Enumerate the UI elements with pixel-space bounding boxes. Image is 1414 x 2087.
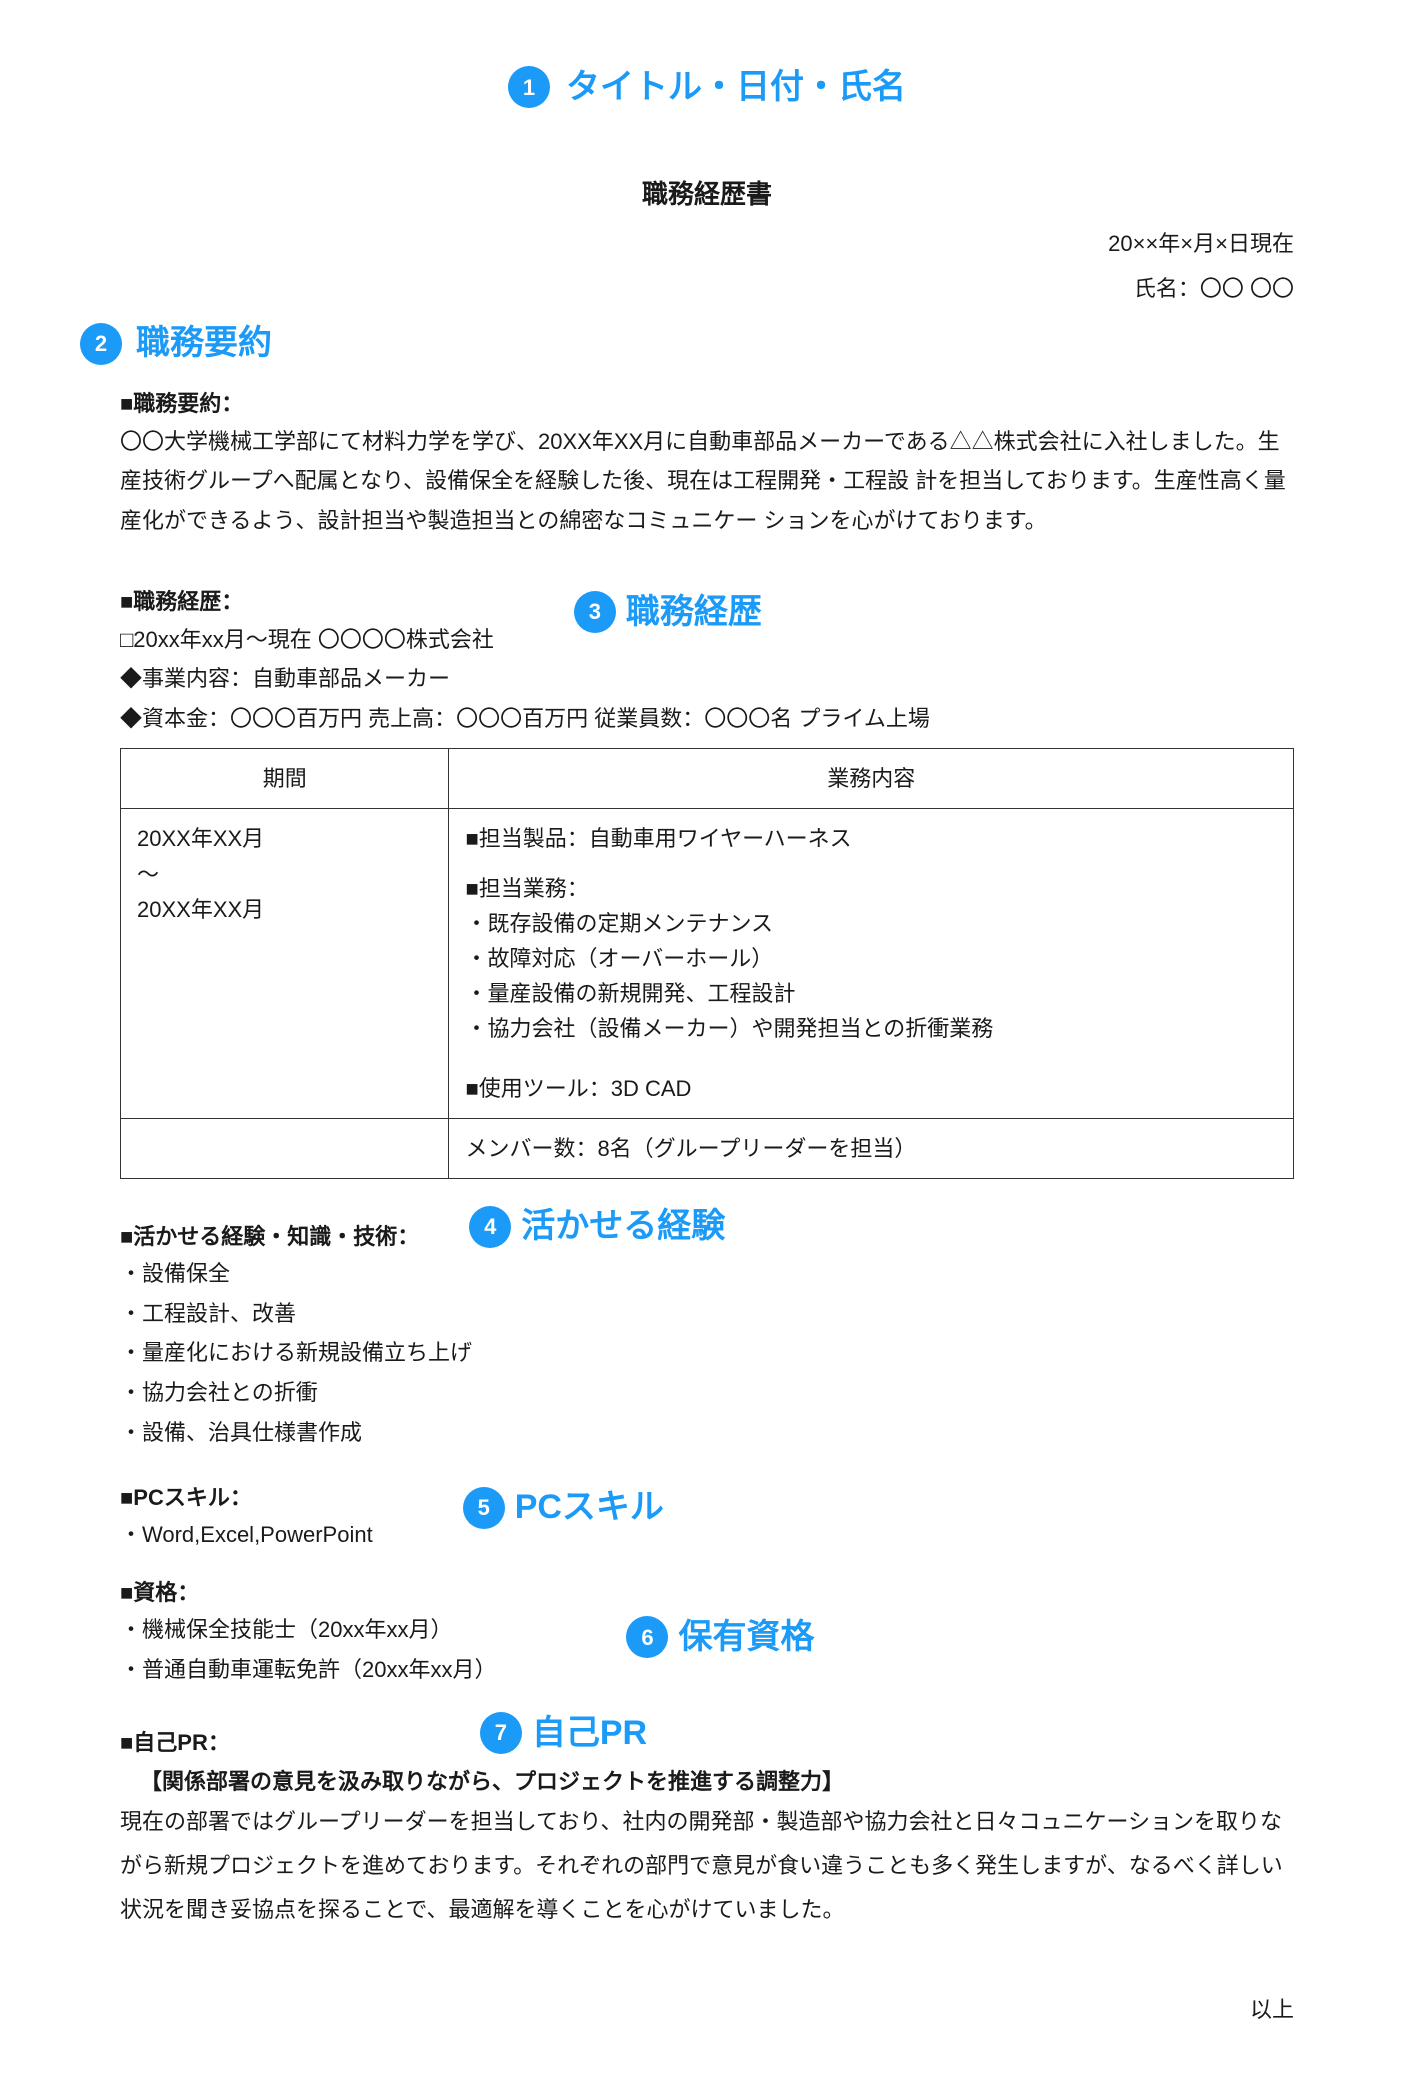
badge-1: 1: [508, 66, 550, 108]
summary-text: 〇〇大学機械工学部にて材料力学を学び、20XX年XX月に自動車部品メーカーである…: [120, 422, 1294, 541]
pc-heading: ■PCスキル：: [120, 1480, 373, 1515]
annotation-4-label: 活かせる経験: [521, 1199, 725, 1253]
table-period-cell: 20XX年XX月 〜 20XX年XX月: [121, 809, 449, 1118]
annotation-2-header: 2 職務要約: [80, 316, 272, 370]
summary-heading: ■職務要約：: [120, 386, 1294, 421]
document-name: 氏名：〇〇 〇〇: [120, 271, 1294, 306]
table-header-period: 期間: [121, 749, 449, 809]
history-heading: ■職務経歴：: [120, 584, 494, 619]
document-title: 職務経歴書: [120, 174, 1294, 216]
badge-6: 6: [626, 1616, 668, 1658]
annotation-3-label: 職務経歴: [626, 585, 762, 639]
experience-heading: ■活かせる経験・知識・技術：: [120, 1219, 419, 1254]
pr-subtitle: 【関係部署の意見を汲み取りながら、プロジェクトを推進する調整力】: [120, 1764, 1294, 1799]
history-business: ◆事業内容：自動車部品メーカー: [120, 659, 1294, 699]
history-table: 期間 業務内容 20XX年XX月 〜 20XX年XX月 ■担当製品：自動車用ワイ…: [120, 748, 1294, 1179]
history-company: □20xx年xx月〜現在 〇〇〇〇株式会社: [120, 620, 494, 660]
tools-heading: ■使用ツール：3D CAD: [465, 1071, 1277, 1106]
table-content-cell: ■担当製品：自動車用ワイヤーハーネス ■担当業務： ・既存設備の定期メンテナンス…: [449, 809, 1294, 1118]
pc-item: ・Word,Excel,PowerPoint: [120, 1515, 373, 1555]
annotation-7-label: 自己PR: [532, 1706, 647, 1760]
experience-item: ・協力会社との折衝: [120, 1373, 1294, 1413]
duty-item: ・協力会社（設備メーカー）や開発担当との折衝業務: [465, 1011, 1277, 1046]
annotation-6-header: 6 保有資格: [626, 1610, 814, 1664]
table-members-cell: メンバー数：8名（グループリーダーを担当）: [449, 1118, 1294, 1178]
badge-3: 3: [574, 591, 616, 633]
duty-item: ・故障対応（オーバーホール）: [465, 941, 1277, 976]
footer-text: 以上: [120, 1992, 1294, 2027]
badge-5: 5: [463, 1487, 505, 1529]
experience-item: ・工程設計、改善: [120, 1294, 1294, 1334]
pr-heading: ■自己PR：: [120, 1725, 230, 1760]
annotation-2-label: 職務要約: [136, 316, 272, 370]
duty-item: ・量産設備の新規開発、工程設計: [465, 976, 1277, 1011]
qualification-item: ・普通自動車運転免許（20xx年xx月）: [120, 1650, 496, 1690]
history-capital: ◆資本金：〇〇〇百万円 売上高：〇〇〇百万円 従業員数：〇〇〇名 プライム上場: [120, 699, 1294, 739]
duties-heading: ■担当業務：: [465, 871, 1277, 906]
annotation-1-header: 1 タイトル・日付・氏名: [120, 60, 1294, 114]
document-date: 20××年×月×日現在: [120, 226, 1294, 261]
qualifications-heading: ■資格：: [120, 1575, 1294, 1610]
duty-item: ・既存設備の定期メンテナンス: [465, 906, 1277, 941]
table-header-content: 業務内容: [449, 749, 1294, 809]
experience-item: ・量産化における新規設備立ち上げ: [120, 1333, 1294, 1373]
badge-7: 7: [480, 1712, 522, 1754]
badge-4: 4: [469, 1206, 511, 1248]
annotation-1-label: タイトル・日付・氏名: [566, 60, 906, 114]
table-empty-cell: [121, 1118, 449, 1178]
annotation-4-header: 4 活かせる経験: [469, 1199, 725, 1253]
pr-text: 現在の部署ではグループリーダーを担当しており、社内の開発部・製造部や協力会社と日…: [120, 1800, 1294, 1932]
experience-item: ・設備、治具仕様書作成: [120, 1413, 1294, 1453]
experience-item: ・設備保全: [120, 1254, 1294, 1294]
annotation-5-header: 5 PCスキル: [463, 1480, 664, 1534]
annotation-6-label: 保有資格: [678, 1610, 814, 1664]
annotation-5-label: PCスキル: [515, 1480, 664, 1534]
product-heading: ■担当製品：自動車用ワイヤーハーネス: [465, 821, 1277, 856]
annotation-3-header: 3 職務経歴: [574, 585, 762, 639]
qualification-item: ・機械保全技能士（20xx年xx月）: [120, 1610, 496, 1650]
annotation-7-header: 7 自己PR: [480, 1706, 647, 1760]
badge-2: 2: [80, 323, 122, 365]
